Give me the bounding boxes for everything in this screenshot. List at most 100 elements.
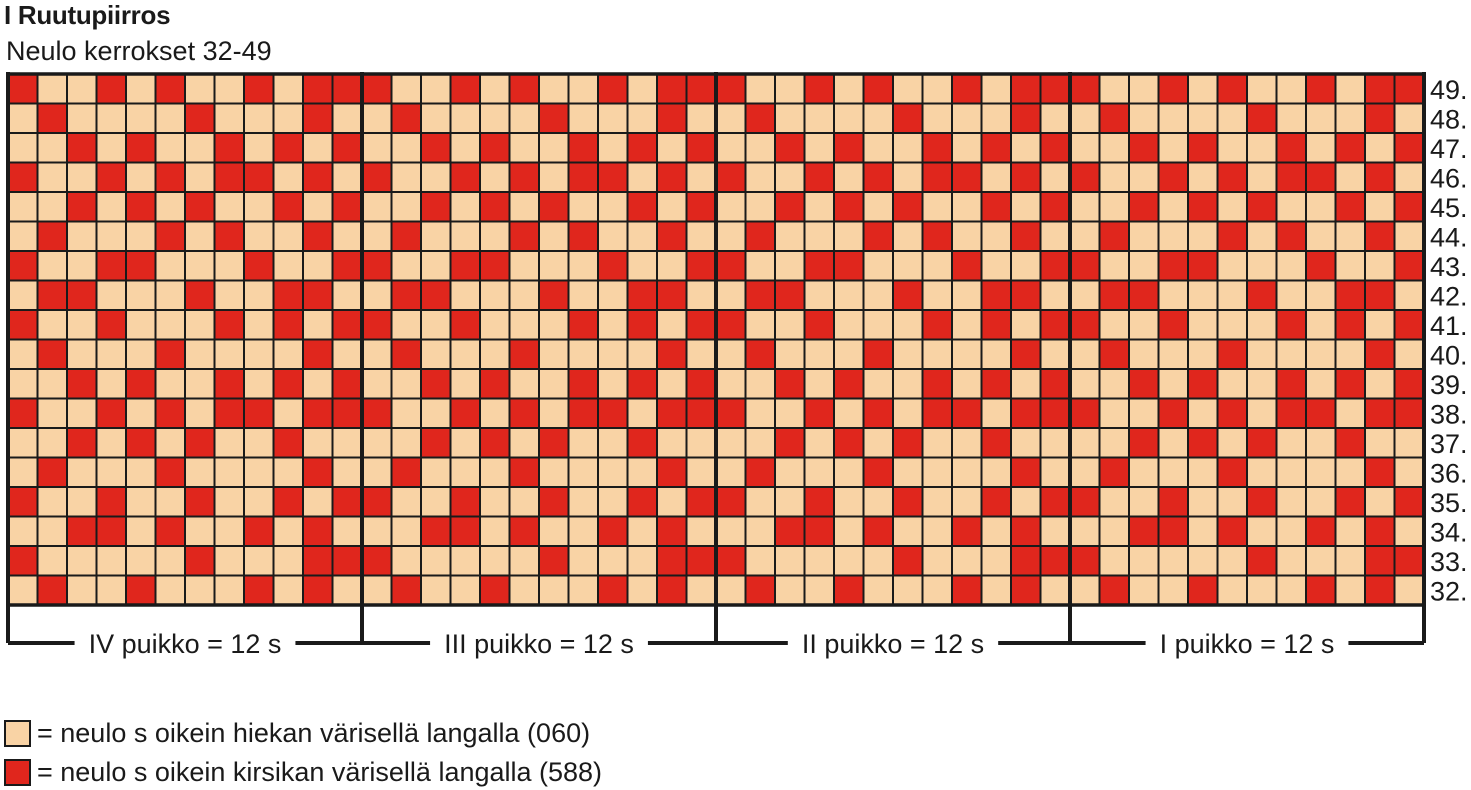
stitch-cell-contrast	[421, 428, 451, 458]
stitch-cell-background	[775, 251, 805, 281]
stitch-cell-contrast	[627, 310, 657, 340]
stitch-cell-background	[1394, 221, 1424, 251]
stitch-cell-background	[598, 369, 628, 399]
stitch-cell-background	[981, 251, 1011, 281]
stitch-cell-background	[834, 487, 864, 517]
stitch-cell-background	[332, 221, 362, 251]
stitch-cell-contrast	[1306, 398, 1336, 428]
stitch-cell-contrast	[686, 251, 716, 281]
stitch-cell-contrast	[332, 251, 362, 281]
stitch-cell-contrast	[1306, 516, 1336, 546]
stitch-cell-background	[804, 221, 834, 251]
stitch-cell-contrast	[1335, 133, 1365, 163]
stitch-cell-background	[1276, 546, 1306, 576]
stitch-cell-contrast	[1158, 310, 1188, 340]
row-number-label: 39.	[1430, 370, 1468, 400]
stitch-cell-background	[362, 369, 392, 399]
stitch-cell-contrast	[480, 251, 510, 281]
stitch-cell-background	[450, 133, 480, 163]
stitch-cell-background	[1276, 251, 1306, 281]
stitch-cell-contrast	[1365, 575, 1395, 605]
stitch-cell-background	[1188, 516, 1218, 546]
stitch-cell-background	[1040, 103, 1070, 133]
stitch-cell-contrast	[362, 398, 392, 428]
stitch-cell-background	[1011, 369, 1041, 399]
stitch-cell-contrast	[745, 575, 775, 605]
stitch-cell-background	[1217, 192, 1247, 222]
stitch-cell-contrast	[1394, 487, 1424, 517]
stitch-cell-contrast	[863, 516, 893, 546]
stitch-cell-contrast	[391, 575, 421, 605]
stitch-cell-background	[745, 398, 775, 428]
stitch-cell-background	[1335, 457, 1365, 487]
stitch-cell-contrast	[1129, 369, 1159, 399]
stitch-cell-background	[568, 251, 598, 281]
stitch-cell-background	[1158, 133, 1188, 163]
stitch-cell-contrast	[598, 575, 628, 605]
stitch-cell-contrast	[1217, 398, 1247, 428]
stitch-cell-background	[804, 575, 834, 605]
stitch-cell-contrast	[1247, 487, 1277, 517]
stitch-cell-background	[126, 546, 156, 576]
stitch-cell-contrast	[745, 103, 775, 133]
stitch-cell-background	[1394, 339, 1424, 369]
stitch-cell-background	[539, 251, 569, 281]
stitch-cell-contrast	[893, 546, 923, 576]
stitch-cell-background	[421, 74, 451, 104]
stitch-cell-contrast	[126, 192, 156, 222]
stitch-cell-background	[332, 339, 362, 369]
stitch-cell-contrast	[1099, 280, 1129, 310]
stitch-cell-background	[863, 546, 893, 576]
stitch-cell-contrast	[1394, 310, 1424, 340]
stitch-cell-background	[96, 575, 126, 605]
stitch-cell-contrast	[1188, 575, 1218, 605]
stitch-cell-contrast	[8, 487, 38, 517]
stitch-cell-background	[863, 428, 893, 458]
stitch-cell-contrast	[716, 162, 746, 192]
stitch-cell-background	[657, 251, 687, 281]
stitch-cell-contrast	[303, 516, 333, 546]
stitch-cell-background	[893, 74, 923, 104]
row-number-label: 45.	[1430, 193, 1468, 223]
stitch-cell-contrast	[273, 280, 303, 310]
stitch-cell-background	[362, 133, 392, 163]
stitch-cell-background	[804, 192, 834, 222]
stitch-cell-background	[1247, 339, 1277, 369]
stitch-cell-contrast	[598, 162, 628, 192]
stitch-cell-background	[834, 457, 864, 487]
stitch-cell-contrast	[834, 369, 864, 399]
stitch-cell-background	[1276, 575, 1306, 605]
stitch-cell-contrast	[8, 251, 38, 281]
stitch-cell-background	[598, 457, 628, 487]
stitch-cell-contrast	[1070, 162, 1100, 192]
stitch-cell-background	[568, 516, 598, 546]
stitch-cell-background	[716, 339, 746, 369]
stitch-cell-background	[214, 103, 244, 133]
stitch-cell-background	[716, 103, 746, 133]
stitch-cell-background	[450, 192, 480, 222]
chart-subtitle: Neulo kerrokset 32-49	[6, 36, 272, 66]
stitch-cell-contrast	[1365, 74, 1395, 104]
stitch-cell-contrast	[1158, 162, 1188, 192]
stitch-cell-background	[804, 280, 834, 310]
stitch-cell-background	[126, 162, 156, 192]
stitch-cell-background	[568, 192, 598, 222]
stitch-cell-background	[745, 162, 775, 192]
stitch-cell-background	[67, 310, 97, 340]
stitch-cell-background	[539, 575, 569, 605]
stitch-cell-contrast	[834, 428, 864, 458]
stitch-cell-contrast	[37, 457, 67, 487]
stitch-cell-background	[214, 516, 244, 546]
stitch-cell-background	[96, 428, 126, 458]
row-number-label: 37.	[1430, 429, 1468, 459]
stitch-cell-contrast	[1158, 487, 1188, 517]
stitch-cell-background	[244, 457, 274, 487]
stitch-cell-background	[1335, 339, 1365, 369]
stitch-cell-contrast	[1276, 162, 1306, 192]
stitch-cell-background	[1394, 575, 1424, 605]
stitch-cell-background	[804, 457, 834, 487]
stitch-cell-background	[421, 103, 451, 133]
stitch-cell-contrast	[539, 487, 569, 517]
stitch-cell-contrast	[391, 103, 421, 133]
stitch-cell-background	[657, 428, 687, 458]
